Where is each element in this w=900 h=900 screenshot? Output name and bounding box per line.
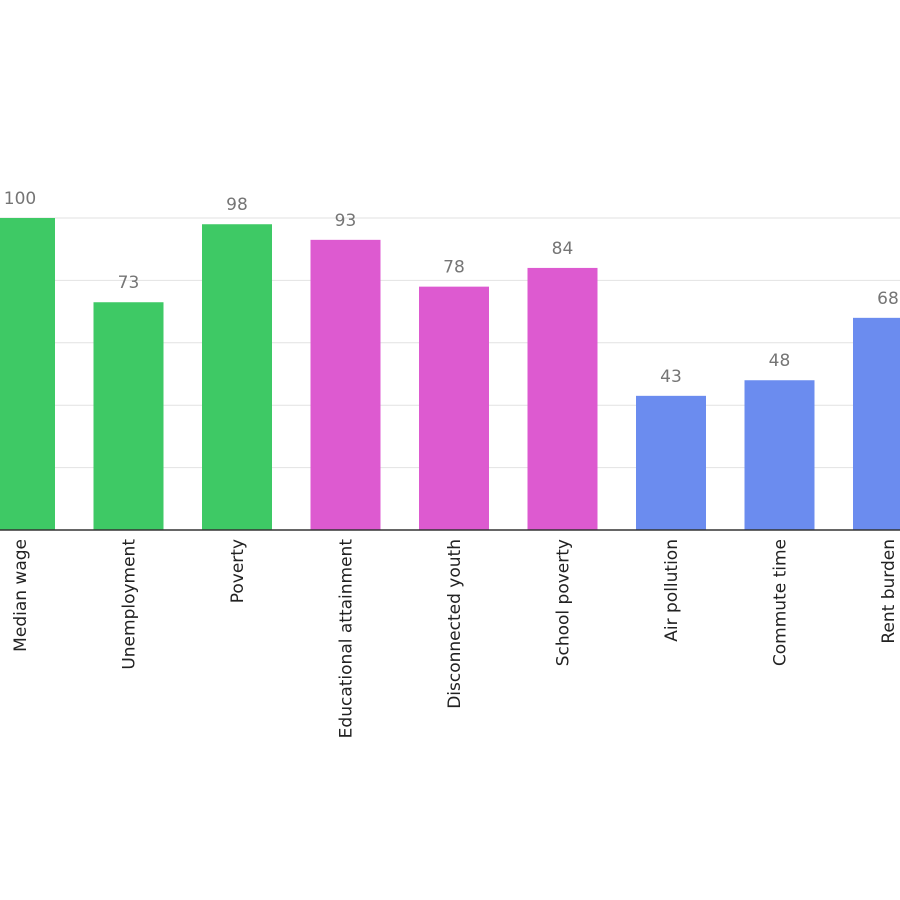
data-label: 68 — [877, 289, 899, 309]
category-label: Commute time — [771, 539, 791, 666]
data-label: 78 — [443, 258, 465, 278]
category-label: Educational attainment — [337, 539, 357, 739]
bar — [419, 286, 489, 530]
bar — [93, 302, 164, 530]
bar — [853, 317, 900, 530]
bar — [310, 239, 381, 530]
bar — [202, 224, 272, 531]
category-label: Rent burden — [879, 539, 899, 644]
data-label: 48 — [769, 351, 791, 371]
data-label: 73 — [118, 273, 140, 293]
category-label: Poverty — [228, 539, 248, 603]
data-label: 93 — [335, 211, 357, 231]
bar — [527, 267, 598, 530]
category-label: Median wage — [11, 539, 31, 652]
bar — [636, 395, 706, 530]
category-label: School poverty — [554, 539, 574, 666]
data-label: 100 — [4, 189, 36, 209]
data-label: 98 — [226, 195, 248, 215]
bar — [0, 218, 55, 530]
data-labels: 100 73 98 93 78 84 43 48 68 — [4, 189, 899, 387]
data-label: 43 — [660, 367, 682, 387]
data-label: 84 — [552, 239, 574, 259]
category-label: Unemployment — [120, 539, 140, 670]
bar — [744, 380, 815, 530]
bars — [0, 218, 900, 531]
category-labels: Median wage Unemployment Poverty Educationa… — [11, 539, 899, 739]
category-label: Disconnected youth — [445, 539, 465, 709]
category-label: Air pollution — [662, 539, 682, 642]
